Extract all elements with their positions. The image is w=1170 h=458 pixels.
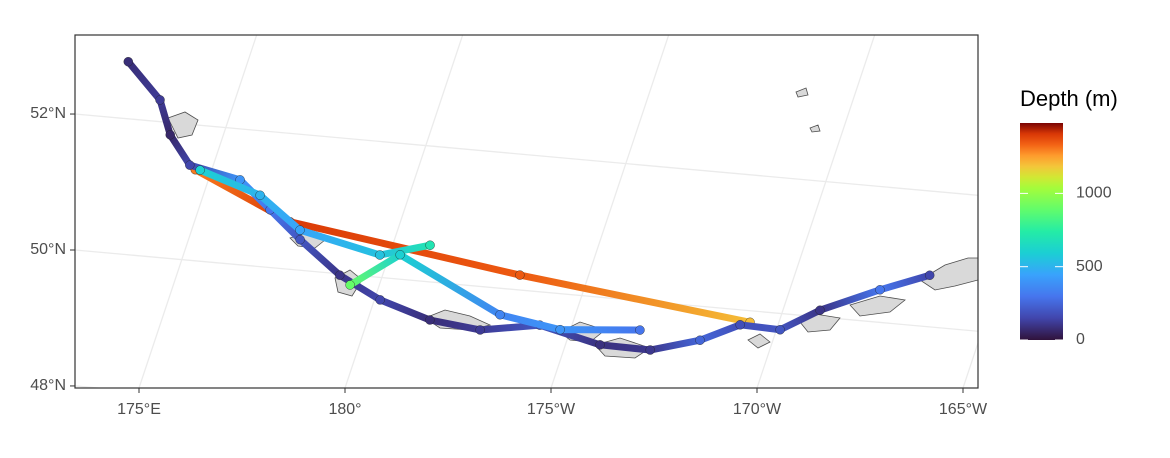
sounding-point — [123, 57, 133, 67]
panel-border — [74, 34, 979, 389]
sounding-point — [185, 160, 195, 170]
track-segment — [696, 321, 744, 344]
track-segment — [336, 271, 384, 304]
sounding-point — [475, 325, 485, 335]
sounding-point — [495, 310, 505, 320]
track-segment — [256, 191, 304, 234]
sounding-point — [335, 270, 345, 280]
x-tick-label: 180° — [328, 401, 361, 418]
x-tick-label: 165°W — [939, 401, 988, 418]
track-segment — [516, 271, 754, 326]
track-segment — [376, 296, 434, 324]
track-segment — [346, 251, 404, 289]
sounding-point — [595, 340, 605, 350]
track-segment — [776, 306, 824, 334]
island — [919, 257, 978, 291]
x-tick-label: 175°W — [527, 401, 576, 418]
sounding-point — [815, 305, 825, 315]
track-segment — [124, 58, 164, 104]
track-segment — [476, 321, 544, 334]
colorbar — [1020, 123, 1063, 340]
parallel — [75, 249, 978, 332]
colorbar-label: 0 — [1076, 331, 1085, 348]
colorbar-label: 500 — [1076, 258, 1103, 275]
y-tick-label: 50°N — [30, 241, 66, 258]
track-segment — [166, 131, 194, 169]
island — [849, 295, 906, 317]
track-segment — [816, 286, 884, 314]
sounding-point — [375, 295, 385, 305]
sounding-point — [395, 250, 405, 260]
island — [795, 87, 809, 98]
sounding-point — [295, 234, 305, 245]
track-segment — [266, 206, 304, 244]
track-segment — [396, 251, 504, 319]
sounding-point — [375, 250, 385, 260]
track-segment — [296, 236, 344, 279]
sounding-point — [735, 320, 745, 330]
island — [809, 124, 821, 133]
x-tick-label: 170°W — [733, 401, 782, 418]
sounding-point — [635, 325, 645, 335]
track-segment — [196, 166, 264, 199]
sounding-point — [515, 270, 525, 280]
track-segment — [296, 226, 384, 259]
sounding-point — [255, 190, 265, 200]
sounding-point — [425, 315, 435, 325]
sounding-point — [425, 240, 435, 250]
parallel — [75, 113, 978, 196]
sounding-point — [295, 225, 305, 235]
track-segment — [876, 271, 934, 294]
island — [167, 111, 199, 139]
track-segment — [376, 241, 434, 259]
colorbar-label: 1000 — [1076, 185, 1112, 202]
y-tick-label: 52°N — [30, 105, 66, 122]
track-segment — [156, 96, 174, 139]
sounding-point — [555, 324, 565, 335]
sounding-point — [775, 325, 785, 335]
island — [747, 333, 771, 349]
tracks — [123, 57, 935, 355]
track-segment — [496, 311, 564, 334]
track-segment — [736, 321, 784, 334]
panel-background — [75, 35, 978, 388]
legend-title: Depth (m) — [1020, 86, 1118, 111]
sounding-point — [345, 280, 355, 290]
sounding-point — [875, 285, 885, 295]
sounding-point — [195, 165, 205, 175]
track-segment — [426, 316, 484, 334]
sounding-point — [925, 270, 935, 280]
sounding-point — [155, 95, 165, 105]
track-segment — [646, 336, 704, 354]
sounding-point — [695, 335, 705, 345]
sounding-point — [165, 130, 175, 140]
track-segment — [596, 341, 654, 354]
y-tick-label: 48°N — [30, 377, 66, 394]
sounding-point — [645, 345, 655, 355]
x-tick-label: 175°E — [117, 401, 161, 418]
